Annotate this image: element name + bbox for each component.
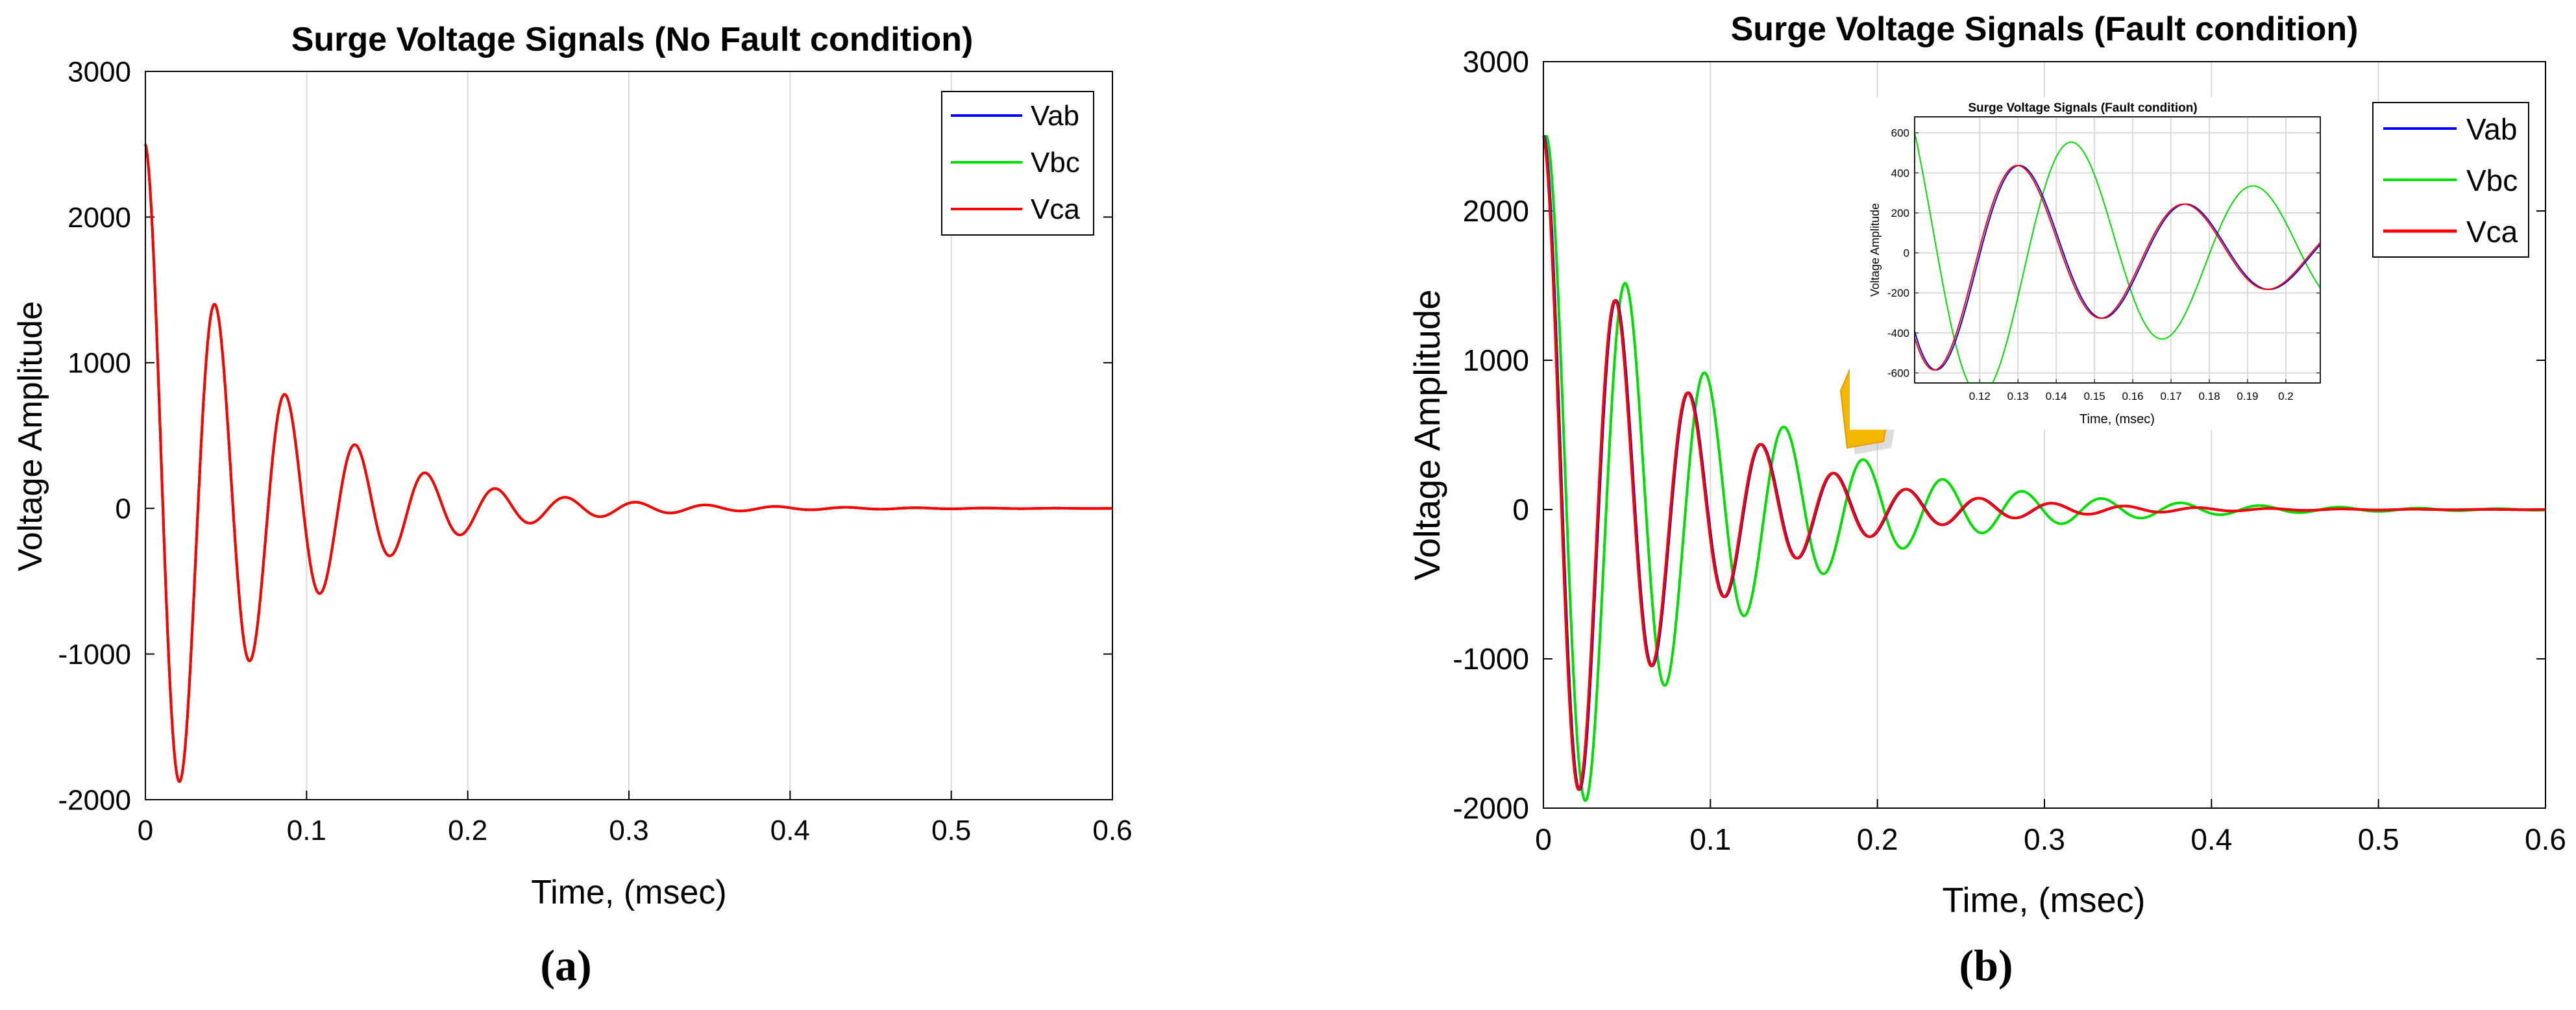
chart-b-inset: Surge Voltage Signals (Fault condition) … xyxy=(1850,97,2321,430)
chart-b-legend-label-vbc: Vbc xyxy=(2466,164,2518,197)
chart-a-legend: Vab Vbc Vca xyxy=(941,91,1094,236)
chart-b-inset-ytick-label: 0 xyxy=(1904,247,1909,260)
chart-a-ytick-label: 3000 xyxy=(67,56,131,88)
chart-a-xtick-label: 0.5 xyxy=(931,815,971,846)
chart-b-inset-gridlines xyxy=(1915,117,2320,383)
chart-b-inset-xtick-label: 0.12 xyxy=(1969,390,1991,402)
chart-b-inset-xtick-label: 0.2 xyxy=(2278,390,2294,402)
chart-b-ylabel: Voltage Amplitude xyxy=(1406,289,1447,580)
chart-b-ytick-label: -1000 xyxy=(1453,642,1529,676)
chart-a-ylabel: Voltage Amplitude xyxy=(12,301,49,571)
chart-a-xtick-label: 0.2 xyxy=(448,815,487,846)
chart-b-ytick-label: 3000 xyxy=(1463,45,1529,79)
chart-a-ytick-label: 1000 xyxy=(67,347,131,379)
chart-b-inset-xtick-label: 0.14 xyxy=(2046,390,2067,402)
chart-b-xtick-label: 0.1 xyxy=(1689,822,1731,856)
chart-a-ytick-label: -2000 xyxy=(58,784,131,816)
chart-a-line-vca xyxy=(144,143,1114,783)
chart-b-inset-ytick-label: 600 xyxy=(1891,127,1909,140)
chart-b-xtick-label: 0 xyxy=(1535,822,1552,856)
chart-a-xtick-label: 0 xyxy=(138,815,153,846)
chart-b-ytick-label: 1000 xyxy=(1463,343,1529,377)
chart-a-xtick-label: 0.4 xyxy=(770,815,810,846)
chart-b-inset-line-vab xyxy=(1914,164,2321,371)
chart-b-inset-line-vca xyxy=(1914,164,2321,371)
chart-b-line-vbc xyxy=(1542,135,2547,802)
chart-b-inset-xtick-label: 0.13 xyxy=(2007,390,2029,402)
chart-b-ytick-label: 2000 xyxy=(1463,194,1529,228)
chart-b-series xyxy=(1542,135,2547,802)
chart-b-inset-ytick-label: -600 xyxy=(1887,367,1909,380)
chart-b-xlabel: Time, (msec) xyxy=(1943,881,2146,920)
chart-a-xtick-label: 0.6 xyxy=(1092,815,1132,846)
chart-b-xtick-label: 0.6 xyxy=(2525,822,2566,856)
chart-b-inset-xtick-label: 0.16 xyxy=(2122,390,2144,402)
chart-a-caption: (a) xyxy=(540,941,591,990)
chart-b-ytick-label: -2000 xyxy=(1453,791,1529,825)
chart-b-ticks: 0 0.1 0.2 0.3 0.4 0.5 0.6-2000-100001000200030… xyxy=(1453,45,2566,856)
chart-a-title: Surge Voltage Signals (No Fault conditio… xyxy=(291,21,974,58)
chart-b-title: Surge Voltage Signals (Fault condition) xyxy=(1731,10,2359,48)
chart-b-inset-ticks: 0.12 0.13 0.14 0.15 0.16 0.17 0.18 0.19 0.2 -600 -… xyxy=(1887,127,2320,402)
chart-b-inset-xtick-label: 0.17 xyxy=(2161,390,2182,402)
chart-b-inset-ytick-label: 400 xyxy=(1891,167,1909,179)
chart-a-xlabel: Time, (msec) xyxy=(531,874,726,911)
chart-b-caption: (b) xyxy=(1959,941,2013,990)
chart-a-ytick-label: -1000 xyxy=(58,639,131,671)
chart-b: Surge Voltage Signals (Fault condition) … xyxy=(1406,10,2566,990)
chart-b-inset-ytick-label: -200 xyxy=(1887,287,1909,299)
chart-a-legend-label-vab: Vab xyxy=(1031,100,1079,132)
chart-b-xtick-label: 0.3 xyxy=(2024,822,2065,856)
chart-b-inset-title: Surge Voltage Signals (Fault condition) xyxy=(1968,101,2197,115)
chart-b-inset-xtick-label: 0.19 xyxy=(2237,390,2258,402)
chart-b-legend: Vab Vbc Vca xyxy=(2372,102,2529,258)
chart-a-ticks: 0 0.1 0.2 0.3 0.4 0.5 0.6 -2000 -1000 0 1000 2000 30… xyxy=(58,56,1132,846)
chart-b-ytick-label: 0 xyxy=(1512,493,1529,526)
chart-b-inset-ylabel: Voltage Amplitude xyxy=(1869,203,1882,297)
chart-b-xtick-label: 0.2 xyxy=(1857,822,1898,856)
chart-b-xtick-label: 0.5 xyxy=(2358,822,2399,856)
chart-b-inset-xlabel: Time, (msec) xyxy=(2079,412,2155,426)
chart-a-ytick-label: 2000 xyxy=(67,202,131,234)
chart-b-legend-label-vab: Vab xyxy=(2466,112,2517,146)
chart-b-inset-xtick-label: 0.18 xyxy=(2198,390,2220,402)
chart-a: Surge Voltage Signals (No Fault conditio… xyxy=(12,21,1133,990)
chart-a-xtick-label: 0.3 xyxy=(609,815,648,846)
chart-b-inset-xtick-label: 0.15 xyxy=(2084,390,2105,402)
chart-b-inset-ytick-label: 200 xyxy=(1891,207,1909,219)
chart-a-legend-label-vca: Vca xyxy=(1031,193,1080,225)
chart-b-inset-ytick-label: -400 xyxy=(1887,327,1909,339)
chart-a-xtick-label: 0.1 xyxy=(287,815,326,846)
chart-b-xtick-label: 0.4 xyxy=(2190,822,2232,856)
chart-b-legend-label-vca: Vca xyxy=(2466,215,2518,249)
chart-a-series xyxy=(144,143,1114,783)
chart-a-ytick-label: 0 xyxy=(116,493,131,525)
chart-b-line-vca xyxy=(1542,136,2547,791)
chart-a-legend-label-vbc: Vbc xyxy=(1031,147,1080,179)
